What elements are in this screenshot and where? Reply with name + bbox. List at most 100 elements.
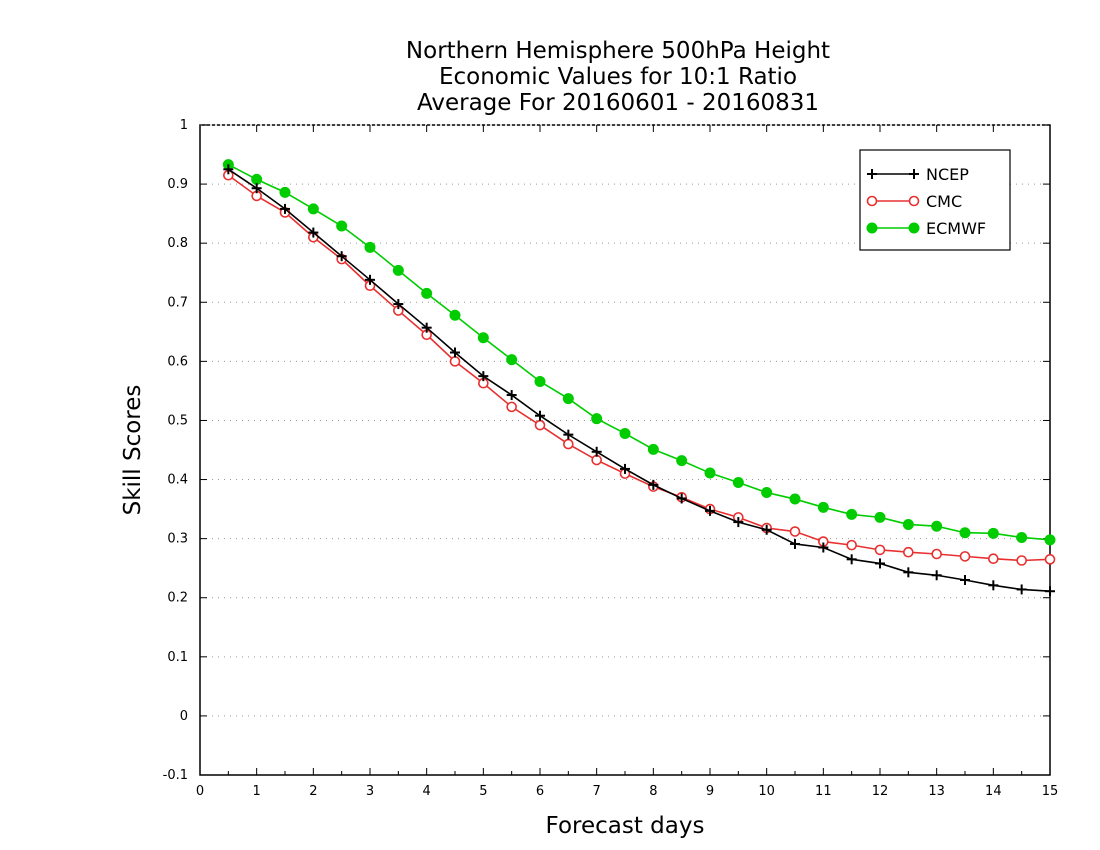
data-point-ncep — [1045, 586, 1055, 597]
data-point-ncep — [535, 410, 545, 421]
data-point-ncep — [506, 390, 517, 401]
data-point-cmc — [789, 526, 801, 537]
data-point-ncep — [705, 505, 715, 516]
gridlines — [200, 183, 1050, 717]
x-tick-label: 2 — [309, 784, 317, 799]
data-point-ncep — [365, 274, 375, 285]
data-point-cmc — [506, 401, 517, 413]
y-tick-label: 0 — [180, 709, 188, 724]
data-point-ecmwf — [336, 220, 348, 232]
data-point-ncep — [251, 183, 262, 194]
legend-box — [859, 149, 1011, 251]
data-point-ncep — [903, 567, 914, 578]
legend-entry-ncep: NCEP — [867, 165, 969, 184]
series-ecmwf — [222, 159, 1056, 546]
data-point-ncep — [620, 463, 630, 474]
data-point-ecmwf — [789, 493, 801, 505]
data-point-ncep — [393, 299, 404, 310]
data-point-ecmwf — [307, 203, 319, 215]
data-point-ecmwf — [647, 443, 659, 455]
data-point-ecmwf — [279, 186, 291, 198]
data-point-ecmwf — [251, 173, 263, 185]
x-tick-label: 8 — [649, 784, 657, 799]
data-point-ecmwf — [761, 487, 773, 499]
x-tick-label: 3 — [366, 784, 374, 799]
legend-marker — [866, 195, 878, 207]
data-point-cmc — [563, 438, 574, 450]
data-point-ncep — [478, 371, 489, 382]
data-point-ncep — [733, 517, 744, 528]
data-point-ecmwf — [846, 508, 858, 520]
chart-title: Northern Hemisphere 500hPa HeightEconomi… — [406, 38, 830, 116]
data-point-cmc — [903, 546, 914, 558]
data-point-ecmwf — [506, 354, 518, 366]
data-point-cmc — [988, 553, 999, 565]
legend-label: NCEP — [926, 165, 969, 184]
legend-label: ECMWF — [926, 219, 986, 238]
data-point-cmc — [846, 539, 857, 551]
data-point-ncep — [875, 558, 885, 569]
data-point-ecmwf — [1016, 531, 1028, 543]
data-point-ecmwf — [931, 520, 943, 532]
data-point-ecmwf — [874, 511, 886, 523]
y-tick-label: 0.3 — [167, 532, 188, 547]
legend-entry-cmc: CMC — [866, 192, 962, 211]
y-tick-label: 0.4 — [167, 473, 188, 488]
data-point-ecmwf — [392, 264, 404, 276]
x-tick-label: 14 — [985, 784, 1002, 799]
data-point-cmc — [931, 548, 942, 560]
data-point-ncep — [761, 524, 772, 535]
y-tick-label: 0.7 — [167, 295, 188, 310]
data-point-ncep — [336, 251, 347, 262]
x-tick-label: 10 — [758, 784, 775, 799]
data-point-ecmwf — [619, 427, 631, 439]
data-point-ncep — [931, 570, 942, 581]
data-point-ncep — [846, 554, 857, 565]
data-point-cmc — [449, 356, 461, 367]
x-tick-label: 5 — [479, 784, 487, 799]
legend-marker — [867, 169, 877, 179]
y-tick-label: 0.8 — [167, 236, 188, 251]
data-point-ncep — [960, 575, 970, 585]
legend-marker — [908, 195, 920, 207]
data-point-ecmwf — [987, 527, 999, 539]
x-tick-label: 4 — [423, 784, 431, 799]
legend-marker — [909, 169, 919, 179]
chart-title-line: Economic Values for 10:1 Ratio — [439, 64, 797, 90]
y-tick-label: 0.6 — [167, 354, 188, 369]
x-tick-label: 15 — [1042, 784, 1059, 799]
data-point-ncep — [563, 429, 574, 440]
data-point-ecmwf — [704, 467, 716, 479]
data-point-ecmwf — [676, 455, 688, 467]
data-point-ncep — [280, 203, 290, 214]
data-point-ncep — [450, 347, 460, 358]
data-point-cmc — [1044, 554, 1056, 565]
data-point-ecmwf — [959, 527, 971, 539]
legend-marker — [866, 222, 878, 234]
x-axis-title: Forecast days — [546, 813, 705, 839]
data-point-ncep — [308, 227, 319, 238]
x-tick-label: 13 — [928, 784, 945, 799]
data-point-cmc — [1016, 555, 1027, 566]
y-tick-label: 0.2 — [167, 591, 188, 606]
data-point-cmc — [874, 544, 886, 556]
data-point-ncep — [790, 538, 800, 549]
data-point-ecmwf — [421, 287, 433, 299]
x-tick-label: 11 — [815, 784, 832, 799]
series-lines — [222, 159, 1056, 597]
data-point-ncep — [421, 322, 432, 333]
data-point-ncep — [818, 542, 829, 553]
data-point-ecmwf — [902, 518, 914, 530]
y-axis-title: Skill Scores — [120, 385, 146, 516]
y-tick-label: 0.1 — [167, 650, 188, 665]
x-tick-label: 1 — [253, 784, 261, 799]
y-tick-label: 0.5 — [167, 413, 188, 428]
data-point-ecmwf — [562, 393, 574, 405]
chart-title-line: Northern Hemisphere 500hPa Height — [406, 38, 830, 64]
legend: NCEP CMC ECMWF — [859, 149, 1011, 251]
y-tick-label: 1 — [180, 118, 188, 133]
series-ncep — [223, 164, 1055, 597]
x-tick-label: 6 — [536, 784, 544, 799]
x-tick-label: 9 — [706, 784, 714, 799]
y-tick-label: 0.9 — [167, 177, 188, 192]
